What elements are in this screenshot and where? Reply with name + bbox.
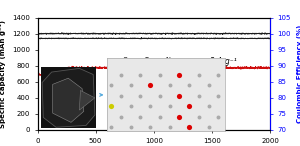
Point: [177, 115, 182, 118]
Point: [274, 95, 279, 97]
Point: [206, 84, 211, 87]
Point: [274, 115, 279, 118]
Point: [236, 95, 240, 97]
Text: 2 A g⁻¹: 2 A g⁻¹: [210, 57, 236, 66]
Point: [265, 105, 270, 107]
Legend: C, P, N: C, P, N: [106, 55, 173, 66]
Point: [118, 115, 123, 118]
Point: [128, 84, 133, 87]
Point: [216, 95, 221, 97]
Point: [158, 74, 162, 76]
Point: [167, 105, 172, 107]
Point: [187, 126, 192, 128]
Point: [236, 74, 240, 76]
Point: [187, 84, 192, 87]
Point: [245, 105, 250, 107]
Y-axis label: Coulombic Efficiency (%): Coulombic Efficiency (%): [297, 25, 300, 123]
Point: [265, 126, 270, 128]
Point: [255, 95, 260, 97]
Point: [158, 95, 162, 97]
Point: [255, 115, 260, 118]
Point: [109, 84, 114, 87]
Point: [128, 105, 133, 107]
Point: [138, 115, 143, 118]
Point: [138, 74, 143, 76]
Point: [226, 126, 231, 128]
Point: [158, 115, 162, 118]
Point: [148, 126, 153, 128]
Polygon shape: [53, 78, 84, 122]
Point: [128, 126, 133, 128]
Point: [196, 115, 201, 118]
Point: [118, 95, 123, 97]
Point: [245, 84, 250, 87]
Point: [177, 74, 182, 76]
Point: [196, 74, 201, 76]
Point: [196, 95, 201, 97]
Point: [226, 105, 231, 107]
Point: [148, 105, 153, 107]
Point: [265, 84, 270, 87]
Point: [206, 105, 211, 107]
Point: [138, 95, 143, 97]
Point: [109, 126, 114, 128]
Polygon shape: [42, 68, 95, 127]
Point: [216, 74, 221, 76]
Point: [245, 126, 250, 128]
Point: [236, 115, 240, 118]
Point: [206, 126, 211, 128]
Point: [109, 105, 114, 107]
Point: [216, 115, 221, 118]
Point: [167, 126, 172, 128]
Y-axis label: Specific capacity (mAh g⁻¹): Specific capacity (mAh g⁻¹): [0, 20, 6, 128]
Polygon shape: [79, 91, 95, 110]
Point: [255, 74, 260, 76]
Point: [187, 105, 192, 107]
Point: [148, 84, 153, 87]
Point: [226, 84, 231, 87]
Point: [274, 74, 279, 76]
Point: [167, 84, 172, 87]
Point: [118, 74, 123, 76]
Point: [177, 95, 182, 97]
